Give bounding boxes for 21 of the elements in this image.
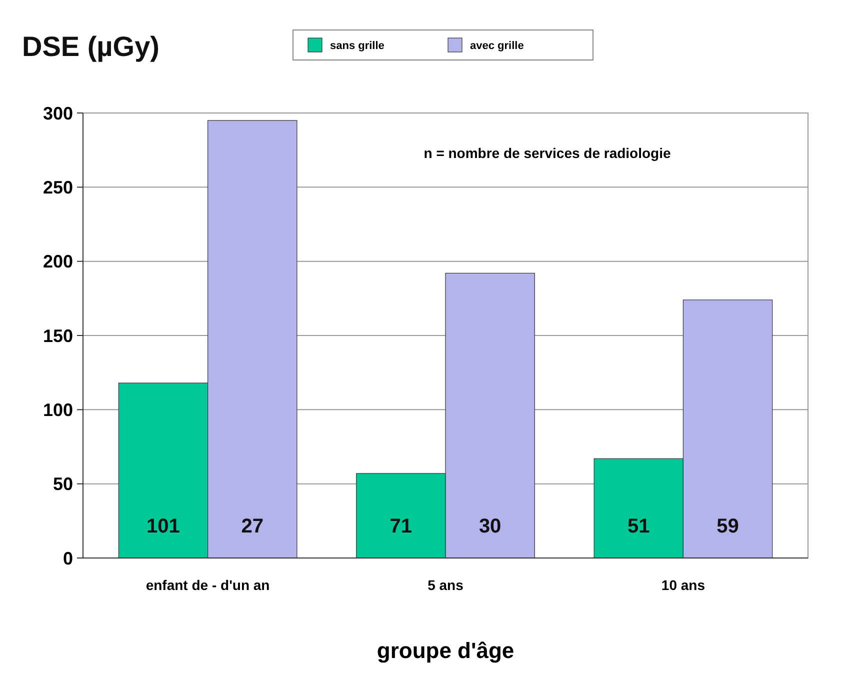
y-tick-label: 200 [42,252,73,272]
y-tick-label: 50 [52,474,73,494]
annotation: 30 [478,515,502,538]
annotation: 51 [628,515,650,538]
x-tick-label: 10 ans [661,577,706,593]
legend-label: avec grille [470,40,524,52]
annotation: 59 [716,515,739,538]
annotation: 71 [390,515,412,538]
y-tick-label: 250 [42,177,73,198]
annotation: n = nombre de services de radiologie [424,145,671,161]
x-axis-title: groupe d'âge [376,638,514,663]
x-tick-label: enfant de - d'un an [146,577,270,593]
y-tick-label: 150 [42,326,73,346]
x-tick-label: 5 ans [428,577,464,593]
y-tick-label: 300 [42,103,73,124]
y-tick-label: 0 [62,548,73,568]
annotation: 27 [241,515,264,538]
y-tick-label: 100 [42,400,73,420]
y-axis-title: DSE (µGy) [22,31,160,62]
annotation: 101 [146,515,180,538]
legend-label: sans grille [330,40,384,52]
